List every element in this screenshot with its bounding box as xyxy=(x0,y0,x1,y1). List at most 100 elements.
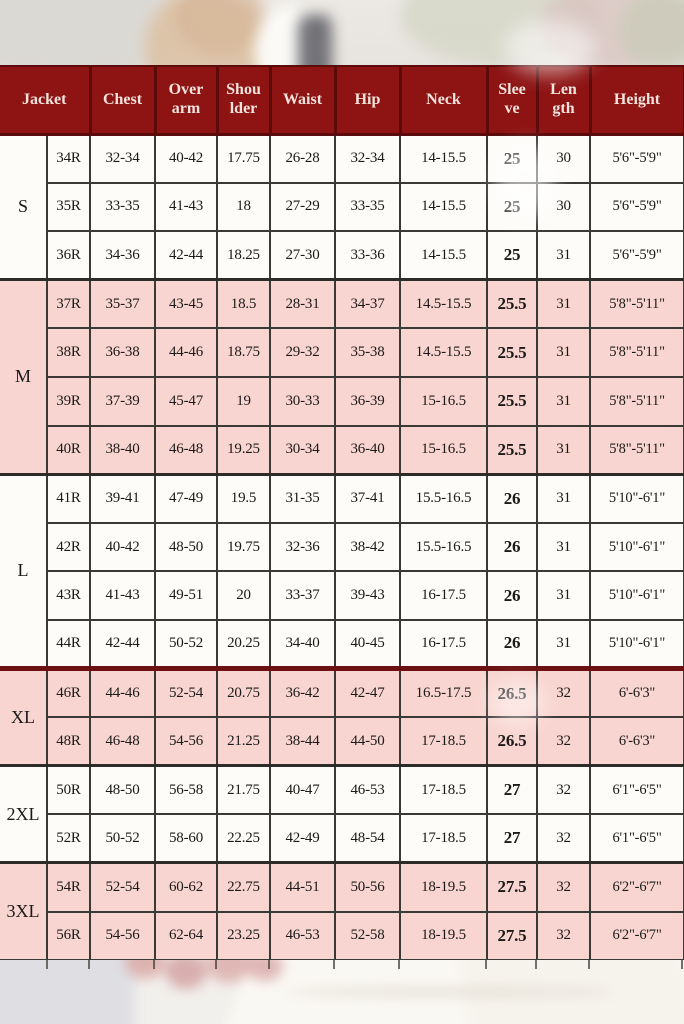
background-photo-top xyxy=(0,0,684,65)
cell-slee-ve: 25.5 xyxy=(486,278,538,330)
photo-bouquet-flower xyxy=(125,960,165,979)
cell-jacket-size: 46R xyxy=(46,666,91,719)
cell-chest: 48-50 xyxy=(89,764,156,816)
cell-height: 5'6"-5'9" xyxy=(589,230,684,281)
cell-height: 5'8"-5'11" xyxy=(589,327,684,378)
column-header-jacket: Jacket xyxy=(0,65,92,136)
cell-jacket-size: 38R xyxy=(46,327,91,378)
cell-chest: 52-54 xyxy=(89,861,156,913)
cell-hip: 36-39 xyxy=(334,375,401,427)
cell-len-gth: 31 xyxy=(536,375,591,427)
table-row-56r: 56R 54-56 62-64 23.25 46-53 52-58 18-19.5 27.5 3… xyxy=(0,910,684,962)
cell-chest: 35-37 xyxy=(89,278,156,330)
cell-hip: 46-53 xyxy=(334,764,401,816)
cell-len-gth: 31 xyxy=(536,521,591,573)
cell-hip: 36-40 xyxy=(334,424,401,476)
cell-neck: 14.5-15.5 xyxy=(399,327,488,378)
cell-waist: 44-51 xyxy=(269,861,336,913)
size-chart-table: Jacket Chest Over arm Shou lder Waist Hip Neck… xyxy=(0,65,684,962)
cell-waist: 32-36 xyxy=(269,521,336,573)
cell-slee-ve: 26 xyxy=(486,521,538,573)
cell-chest: 33-35 xyxy=(89,181,156,233)
cell-neck: 17-18.5 xyxy=(399,764,488,816)
cell-jacket-size: 34R xyxy=(46,133,91,184)
cell-over-arm: 50-52 xyxy=(154,618,218,670)
cell-shou-lder: 18.25 xyxy=(216,230,271,281)
cell-waist: 34-40 xyxy=(269,618,336,670)
cell-shou-lder: 21.25 xyxy=(216,716,271,767)
cell-jacket-size: 52R xyxy=(46,813,91,864)
cell-shou-lder: 23.25 xyxy=(216,910,271,962)
cell-hip: 38-42 xyxy=(334,521,401,573)
cell-hip: 33-36 xyxy=(334,230,401,281)
photo-dark-lapel xyxy=(298,15,332,65)
cell-len-gth: 31 xyxy=(536,230,591,281)
cell-waist: 42-49 xyxy=(269,813,336,864)
table-row-41r: L 41R 39-41 47-49 19.5 31-35 37-41 15.5-16.5 26 3… xyxy=(0,472,684,670)
group-label-m: M xyxy=(0,278,48,476)
table-border-stub xyxy=(333,960,335,969)
cell-jacket-size: 41R xyxy=(46,472,91,524)
photo-gray-corner xyxy=(0,960,135,1024)
column-header-slee-ve: Slee ve xyxy=(485,65,539,136)
cell-chest: 38-40 xyxy=(89,424,156,476)
table-row-44r: 44R 42-44 50-52 20.25 34-40 40-45 16-17.5 26 31 5… xyxy=(0,618,684,670)
cell-jacket-size: 56R xyxy=(46,910,91,962)
cell-waist: 38-44 xyxy=(269,716,336,767)
cell-slee-ve: 26.5 xyxy=(486,666,538,719)
group-label-s: S xyxy=(0,133,48,281)
table-row-34r: S 34R 32-34 40-42 17.75 26-28 32-34 14-15.5 25 30… xyxy=(0,133,684,281)
table-row-40r: 40R 38-40 46-48 19.25 30-34 36-40 15-16.5 25.5 3… xyxy=(0,424,684,476)
cell-jacket-size: 54R xyxy=(46,861,91,913)
cell-hip: 40-45 xyxy=(334,618,401,670)
cell-len-gth: 31 xyxy=(536,424,591,476)
group-label-l: L xyxy=(0,472,48,670)
cell-chest: 40-42 xyxy=(89,521,156,573)
cell-waist: 40-47 xyxy=(269,764,336,816)
cell-len-gth: 32 xyxy=(536,716,591,767)
cell-hip: 48-54 xyxy=(334,813,401,864)
cell-over-arm: 52-54 xyxy=(154,666,218,719)
cell-waist: 30-33 xyxy=(269,375,336,427)
cell-height: 6'1"-6'5" xyxy=(589,764,684,816)
cell-over-arm: 54-56 xyxy=(154,716,218,767)
table-row-43r: 43R 41-43 49-51 20 33-37 39-43 16-17.5 26 31 5'10… xyxy=(0,570,684,621)
cell-len-gth: 32 xyxy=(536,910,591,962)
table-row-35r: 35R 33-35 41-43 18 27-29 33-35 14-15.5 25 30 5'6"… xyxy=(0,181,684,233)
cell-slee-ve: 26 xyxy=(486,472,538,524)
cell-waist: 27-30 xyxy=(269,230,336,281)
cell-jacket-size: 39R xyxy=(46,375,91,427)
cell-shou-lder: 20.25 xyxy=(216,618,271,670)
cell-waist: 29-32 xyxy=(269,327,336,378)
cell-height: 5'6"-5'9" xyxy=(589,181,684,233)
cell-over-arm: 58-60 xyxy=(154,813,218,864)
cell-over-arm: 41-43 xyxy=(154,181,218,233)
cell-jacket-size: 43R xyxy=(46,570,91,621)
cell-chest: 32-34 xyxy=(89,133,156,184)
cell-slee-ve: 25.5 xyxy=(486,375,538,427)
table-row-46r: XL 46R 44-46 52-54 20.75 36-42 42-47 16.5-17.5 2… xyxy=(0,666,684,767)
cell-over-arm: 43-45 xyxy=(154,278,218,330)
cell-chest: 44-46 xyxy=(89,666,156,719)
cell-neck: 15-16.5 xyxy=(399,375,488,427)
cell-height: 5'10"-6'1" xyxy=(589,618,684,670)
cell-neck: 14-15.5 xyxy=(399,181,488,233)
cell-hip: 33-35 xyxy=(334,181,401,233)
column-header-len-gth: Len gth xyxy=(535,65,592,136)
cell-over-arm: 46-48 xyxy=(154,424,218,476)
table-border-stub xyxy=(398,960,400,969)
table-row-54r: 3XL 54R 52-54 60-62 22.75 44-51 50-56 18-19.5 27… xyxy=(0,861,684,962)
cell-chest: 54-56 xyxy=(89,910,156,962)
size-chart-body: S 34R 32-34 40-42 17.75 26-28 32-34 14-15.5 25 30… xyxy=(0,133,684,962)
group-label-3xl: 3XL xyxy=(0,861,48,962)
cell-jacket-size: 36R xyxy=(46,230,91,281)
cell-height: 6'-6'3" xyxy=(589,716,684,767)
cell-hip: 35-38 xyxy=(334,327,401,378)
cell-chest: 46-48 xyxy=(89,716,156,767)
cell-height: 5'8"-5'11" xyxy=(589,375,684,427)
cell-over-arm: 60-62 xyxy=(154,861,218,913)
table-row-50r: 2XL 50R 48-50 56-58 21.75 40-47 46-53 17-18.5 27… xyxy=(0,764,684,864)
cell-height: 5'10"-6'1" xyxy=(589,521,684,573)
cell-over-arm: 40-42 xyxy=(154,133,218,184)
table-row-39r: 39R 37-39 45-47 19 30-33 36-39 15-16.5 25.5 31 5'… xyxy=(0,375,684,427)
